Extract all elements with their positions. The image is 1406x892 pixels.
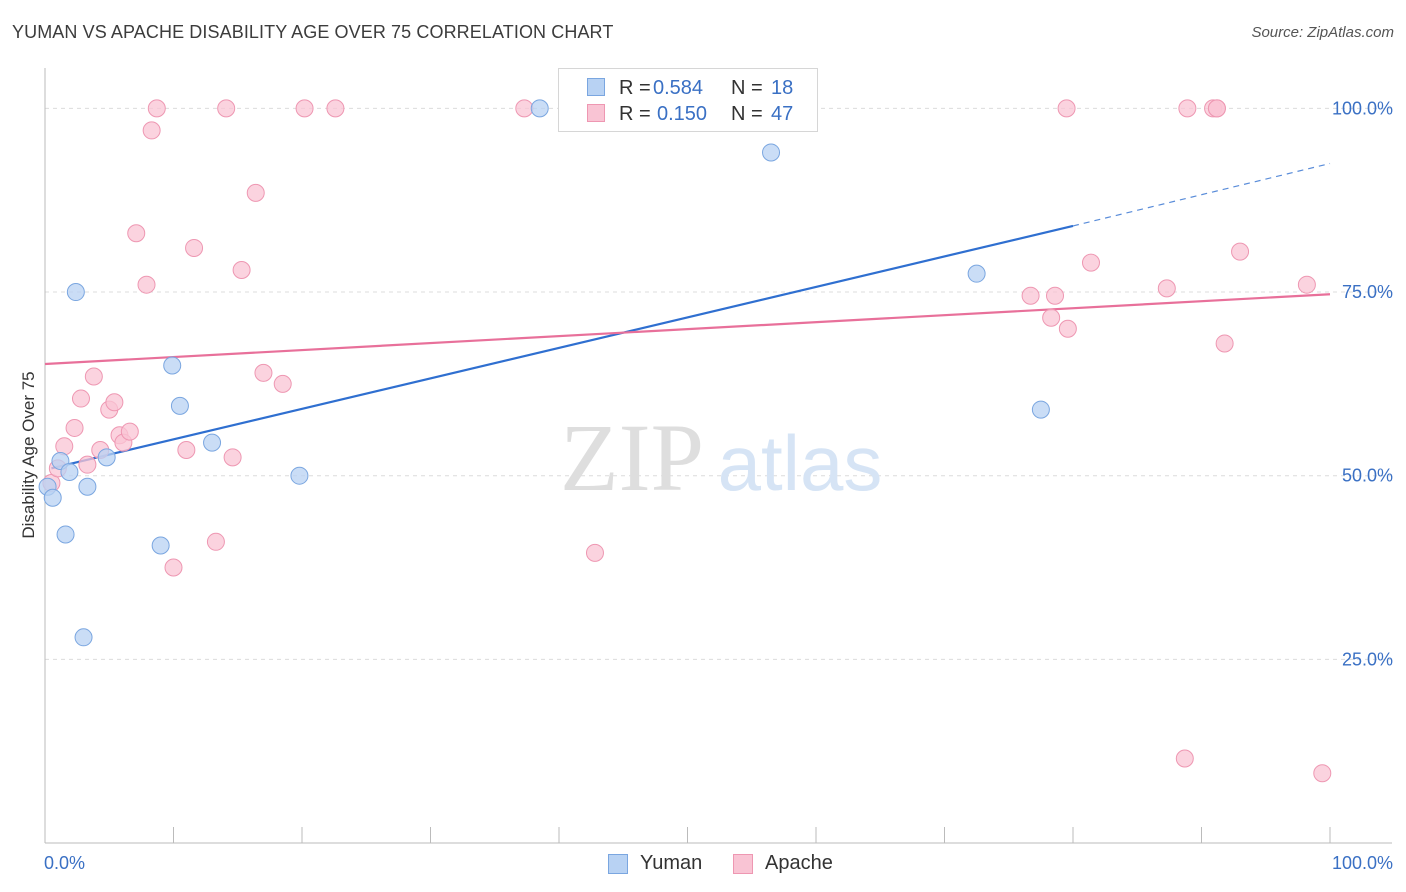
yuman-point <box>967 264 986 283</box>
yuman-point <box>203 433 222 452</box>
apache-point <box>1297 275 1316 294</box>
correlation-legend: R = 0.584 N = 18 R = 0.150 N = 47 <box>558 68 818 132</box>
yuman-r-label: R = <box>619 77 651 99</box>
yuman-point <box>97 448 116 467</box>
yuman-point <box>43 488 62 507</box>
apache-point <box>217 99 236 118</box>
y-tick-label: 75.0% <box>1342 282 1393 302</box>
apache-point <box>246 183 265 202</box>
x-tick-label: 100.0% <box>1332 853 1393 873</box>
yuman-point <box>163 356 182 375</box>
apache-point <box>206 532 225 551</box>
apache-point <box>273 374 292 393</box>
apache-point <box>84 367 103 386</box>
yuman-legend-label: Yuman <box>640 852 703 874</box>
apache-r-value: 0.150 <box>657 103 708 125</box>
apache-point <box>1157 279 1176 298</box>
chart-title: YUMAN VS APACHE DISABILITY AGE OVER 75 C… <box>12 22 614 42</box>
apache-point <box>142 121 161 140</box>
source-credit: Source: ZipAtlas.com <box>1251 24 1394 41</box>
apache-point <box>65 418 84 437</box>
y-tick-label: 50.0% <box>1342 466 1393 486</box>
apache-point <box>1058 319 1077 338</box>
yuman-r-value: 0.584 <box>653 77 704 99</box>
yuman-trend-line <box>51 224 1074 470</box>
yuman-point <box>56 525 75 544</box>
watermark-zip: ZIP <box>560 404 704 511</box>
yuman-point <box>74 628 93 647</box>
apache-point <box>71 389 90 408</box>
apache-trend-line <box>44 293 1331 366</box>
apache-point <box>1207 99 1226 118</box>
yuman-n-value: 18 <box>771 77 794 99</box>
apache-point <box>137 275 156 294</box>
watermark: ZIP atlas <box>560 404 882 511</box>
apache-point <box>1175 749 1194 768</box>
apache-legend-swatch <box>733 854 753 874</box>
apache-point <box>515 99 534 118</box>
yuman-point <box>78 477 97 496</box>
yuman-point <box>1031 400 1050 419</box>
apache-n-value: 47 <box>771 103 794 125</box>
apache-point <box>127 224 146 243</box>
yuman-n-label: N = <box>731 77 763 99</box>
watermark-atlas: atlas <box>718 419 883 507</box>
apache-point <box>78 455 97 474</box>
apache-point <box>1231 242 1250 261</box>
apache-point <box>1046 286 1065 305</box>
y-axis-label: Disability Age Over 75 <box>19 371 38 538</box>
apache-point <box>1313 764 1332 783</box>
apache-swatch <box>587 104 605 122</box>
apache-point <box>1081 253 1100 272</box>
yuman-legend-swatch <box>608 854 628 874</box>
apache-point <box>120 422 139 441</box>
yuman-point <box>66 283 85 302</box>
apache-point <box>326 99 345 118</box>
yuman-trend-extension <box>1072 162 1331 227</box>
apache-point <box>232 261 251 279</box>
yuman-swatch <box>587 78 605 96</box>
apache-point <box>185 238 204 257</box>
apache-point <box>223 448 242 467</box>
x-tick-label: 0.0% <box>44 853 85 873</box>
data-points <box>38 99 1332 783</box>
apache-point <box>105 393 124 412</box>
apache-point <box>1021 286 1040 305</box>
yuman-point <box>762 143 781 162</box>
tick-labels: 25.0% 50.0% 75.0% 100.0% 0.0% 100.0% <box>44 98 1393 873</box>
trend-lines <box>44 162 1331 470</box>
y-tick-label: 25.0% <box>1342 649 1393 669</box>
yuman-point <box>290 466 309 485</box>
apache-point <box>254 363 273 382</box>
apache-point <box>585 543 604 562</box>
apache-point <box>1042 308 1061 327</box>
yuman-point <box>151 536 170 555</box>
apache-n-label: N = <box>731 103 763 125</box>
apache-point <box>147 99 166 118</box>
apache-point <box>177 440 196 459</box>
apache-point <box>1215 334 1234 353</box>
apache-point <box>295 99 314 118</box>
axes <box>44 68 1392 844</box>
y-tick-label: 100.0% <box>1332 98 1393 118</box>
yuman-point <box>530 99 549 118</box>
apache-r-label: R = <box>619 103 651 125</box>
apache-point <box>1057 99 1076 118</box>
apache-point <box>164 558 183 577</box>
apache-legend-label: Apache <box>765 852 833 874</box>
apache-point <box>1178 99 1197 118</box>
yuman-point <box>170 396 189 415</box>
yuman-point <box>60 463 79 482</box>
